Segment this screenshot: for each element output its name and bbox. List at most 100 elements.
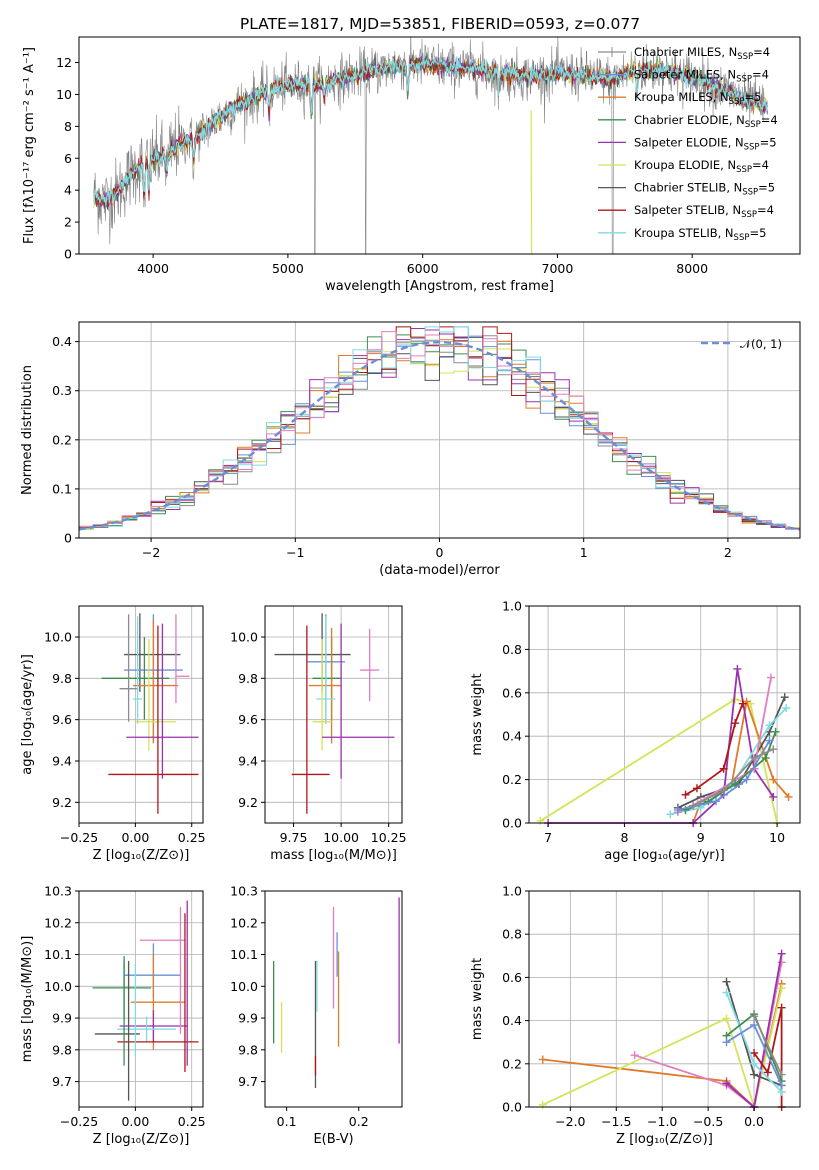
y-tick-label: 10.3 bbox=[44, 884, 72, 899]
mass-weight-marker bbox=[777, 1003, 786, 1012]
x-axis-label: mass [log₁₀(M/M⊙)] bbox=[270, 848, 397, 863]
y-tick-label: 6 bbox=[64, 151, 72, 166]
mass-weight-marker bbox=[692, 784, 701, 793]
x-tick-label: 9.75 bbox=[280, 830, 308, 845]
age_vs_Z-panel: −0.25 0.00 0.25 9.2 9.4 9.6 9.8 10.0 Z [log₁₀(Z/… bbox=[20, 605, 206, 863]
axes-frame bbox=[528, 605, 801, 824]
y-tick-label: 0.2 bbox=[502, 1056, 522, 1071]
mass-weight-marker bbox=[750, 1059, 759, 1068]
y-tick-label: 9.8 bbox=[52, 671, 72, 686]
x-tick-label: 0.1 bbox=[277, 1114, 297, 1129]
y-tick-label: 10.3 bbox=[230, 884, 258, 899]
legend-label: Kroupa ELODIE, NSSP=4 bbox=[634, 158, 769, 175]
x-tick-label: 7 bbox=[544, 830, 552, 845]
normal-curve bbox=[78, 340, 801, 531]
x-axis-label: Z [log₁₀(Z/Z⊙)] bbox=[616, 1132, 713, 1147]
mass-weight-marker bbox=[784, 792, 793, 801]
x-tick-label: 0.25 bbox=[178, 1114, 206, 1129]
x-axis-label: Z [log₁₀(Z/Z⊙)] bbox=[93, 848, 190, 863]
legend-label: Kroupa STELIB, NSSP=5 bbox=[634, 226, 766, 243]
x-tick-label: 6000 bbox=[407, 261, 439, 276]
spectrum-panel: 4000 5000 6000 7000 8000 0 2 4 6 8 10 12 wavelength … bbox=[22, 36, 801, 294]
y-tick-label: 0.8 bbox=[502, 642, 522, 657]
mass-weight-marker bbox=[777, 1081, 786, 1090]
mass-weight-marker bbox=[630, 1051, 639, 1060]
x-tick-label: 1 bbox=[580, 545, 588, 560]
x-tick-label: 0.2 bbox=[349, 1114, 369, 1129]
mass-weight-marker bbox=[765, 721, 774, 730]
massweight_vs_Z-panel: −2.0 −1.5 −1.0 −0.5 0.0 0.0 0.2 0.4 0.6 0.8 1.0 Z [… bbox=[470, 884, 801, 1147]
x-tick-label: 0.00 bbox=[121, 1114, 149, 1129]
residual-histogram bbox=[79, 334, 800, 529]
mass-weight-marker bbox=[766, 673, 775, 682]
y-tick-label: 10.0 bbox=[230, 979, 258, 994]
mass-weight-marker bbox=[722, 988, 731, 997]
y-tick-label: 0.2 bbox=[502, 772, 522, 787]
x-tick-label: 8 bbox=[620, 830, 628, 845]
legend-label: Salpeter STELIB, NSSP=4 bbox=[634, 203, 774, 220]
mass-weight-marker bbox=[750, 1070, 759, 1079]
model-spectrum-line bbox=[93, 56, 768, 206]
y-tick-label: 0.8 bbox=[502, 927, 522, 942]
mass-weight-marker bbox=[742, 775, 751, 784]
y-tick-label: 0.3 bbox=[52, 383, 72, 398]
age_vs_mass-panel: 9.75 10.00 10.25 9.2 9.4 9.6 9.8 10.0 mass [log₁… bbox=[230, 605, 407, 863]
y-tick-label: 9.2 bbox=[52, 795, 72, 810]
y-tick-label: 0.6 bbox=[502, 970, 522, 985]
x-tick-label: −0.25 bbox=[60, 830, 98, 845]
x-tick-label: 4000 bbox=[137, 261, 169, 276]
y-tick-label: 10.2 bbox=[230, 915, 258, 930]
y-tick-label: 8 bbox=[64, 119, 72, 134]
axes-frame bbox=[78, 890, 204, 1108]
axes-frame bbox=[78, 605, 204, 824]
y-tick-label: 1.0 bbox=[502, 599, 522, 614]
y-tick-label: 0.4 bbox=[52, 334, 72, 349]
legend-marker bbox=[607, 47, 617, 57]
mass-weight-marker bbox=[738, 699, 747, 708]
mass-weight-marker bbox=[750, 753, 759, 762]
x-tick-label: 10.25 bbox=[371, 830, 407, 845]
mass-weight-marker bbox=[538, 1055, 547, 1064]
mass-weight-marker bbox=[733, 664, 742, 673]
mass-weight-marker bbox=[722, 1014, 731, 1023]
y-tick-label: 0 bbox=[64, 247, 72, 262]
x-tick-label: 0 bbox=[436, 545, 444, 560]
y-tick-label: 1.0 bbox=[502, 884, 522, 899]
y-tick-label: 9.7 bbox=[52, 1074, 72, 1089]
x-axis-label: wavelength [Angstrom, rest frame] bbox=[325, 279, 554, 294]
y-tick-label: 0 bbox=[64, 531, 72, 546]
legend-label: Salpeter ELODIE, NSSP=5 bbox=[634, 135, 777, 152]
mass-weight-line bbox=[540, 698, 778, 824]
y-tick-label: 9.9 bbox=[238, 1011, 258, 1026]
x-tick-label: 8000 bbox=[676, 261, 708, 276]
y-tick-label: 10 bbox=[56, 87, 72, 102]
mass-weight-marker bbox=[777, 984, 786, 993]
mass-weight-marker bbox=[763, 1068, 772, 1077]
mass-weight-marker bbox=[761, 753, 770, 762]
y-tick-label: 0.0 bbox=[502, 1100, 522, 1115]
mass-weight-marker bbox=[771, 727, 780, 736]
mass-weight-marker bbox=[722, 977, 731, 986]
x-axis-label: (data-model)/error bbox=[379, 563, 500, 578]
x-tick-label: 5000 bbox=[272, 261, 304, 276]
mass-weight-marker bbox=[681, 805, 690, 814]
mass-weight-marker bbox=[750, 1012, 759, 1021]
mass-weight-marker bbox=[673, 805, 682, 814]
mass-weight-marker bbox=[780, 693, 789, 702]
x-tick-label: 2 bbox=[724, 545, 732, 560]
legend-label: Chabrier STELIB, NSSP=5 bbox=[634, 181, 775, 198]
y-tick-label: 9.8 bbox=[238, 1042, 258, 1057]
mass-weight-marker bbox=[769, 745, 778, 754]
legend-label: Salpeter MILES, NSSP=4 bbox=[634, 68, 769, 85]
y-tick-label: 10.1 bbox=[44, 947, 72, 962]
y-axis-label: mass [log₁₀(M/M⊙)] bbox=[20, 936, 35, 1063]
x-axis-label: Z [log₁₀(Z/Z⊙)] bbox=[93, 1132, 190, 1147]
y-tick-label: 4 bbox=[64, 183, 72, 198]
y-tick-label: 10.0 bbox=[44, 630, 72, 645]
x-tick-label: −2 bbox=[142, 545, 160, 560]
massweight_vs_age-panel: 7 8 9 10 0.0 0.2 0.4 0.6 0.8 1.0 age [log₁₀(age/yr… bbox=[470, 599, 801, 863]
x-tick-label: 10 bbox=[769, 830, 785, 845]
axes-frame bbox=[78, 36, 801, 255]
y-axis-label: mass weight bbox=[470, 958, 485, 1040]
